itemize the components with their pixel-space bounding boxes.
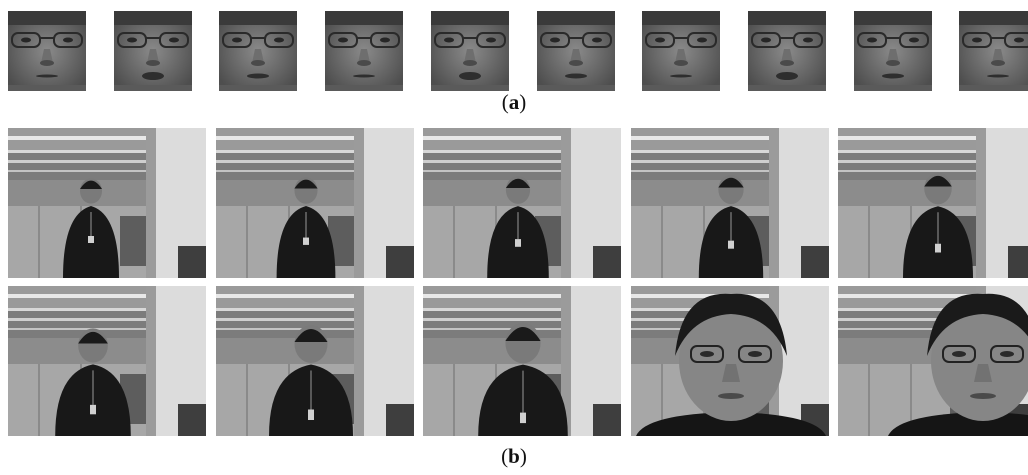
video-frame <box>838 286 1028 436</box>
face-frame <box>325 11 404 91</box>
video-frame <box>630 286 829 436</box>
face-frame <box>430 11 509 91</box>
face-frame <box>747 11 826 91</box>
video-frame <box>423 286 621 436</box>
face-frame <box>959 11 1028 91</box>
face-frame <box>642 11 721 91</box>
face-frame <box>219 11 298 91</box>
video-frame <box>838 128 1028 278</box>
panel-b-caption: (b) <box>501 444 527 468</box>
face-frame <box>8 11 86 91</box>
video-frame <box>423 128 621 278</box>
video-frame <box>630 128 829 278</box>
video-frame <box>215 128 414 278</box>
face-frame <box>536 11 615 91</box>
video-frame <box>8 286 206 436</box>
face-frame <box>113 11 192 91</box>
video-frame <box>215 286 414 436</box>
panel-a-caption: (a) <box>501 90 527 114</box>
face-frame <box>853 11 932 91</box>
video-frame <box>8 128 206 278</box>
